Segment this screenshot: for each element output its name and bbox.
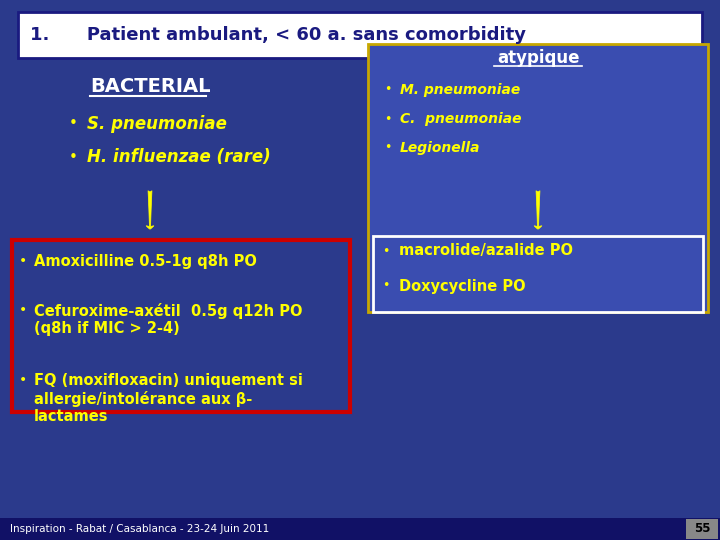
Text: •: • [68, 150, 78, 165]
Text: •: • [384, 112, 392, 125]
Text: macrolide/azalide PO: macrolide/azalide PO [399, 244, 573, 259]
FancyBboxPatch shape [686, 519, 718, 539]
Text: •: • [382, 245, 390, 258]
Text: Doxycycline PO: Doxycycline PO [399, 279, 526, 294]
Text: •: • [68, 117, 78, 132]
Text: BACTERIAL: BACTERIAL [90, 78, 210, 97]
Text: •: • [384, 141, 392, 154]
Text: Inspiration - Rabat / Casablanca - 23-24 Juin 2011: Inspiration - Rabat / Casablanca - 23-24… [10, 524, 269, 534]
FancyBboxPatch shape [18, 12, 702, 58]
Text: Legionella: Legionella [400, 141, 480, 155]
Text: H. influenzae (rare): H. influenzae (rare) [87, 148, 271, 166]
Text: •: • [19, 254, 27, 268]
FancyBboxPatch shape [12, 240, 350, 412]
Text: S. pneumoniae: S. pneumoniae [87, 115, 227, 133]
Text: FQ (moxifloxacin) uniquement si
allergie/intolérance aux β-
lactames: FQ (moxifloxacin) uniquement si allergie… [34, 373, 303, 424]
Text: •: • [384, 84, 392, 97]
Text: •: • [19, 373, 27, 387]
Text: C.  pneumoniae: C. pneumoniae [400, 112, 521, 126]
FancyBboxPatch shape [368, 44, 708, 312]
Text: atypique: atypique [497, 49, 580, 67]
Text: 55: 55 [694, 523, 710, 536]
FancyBboxPatch shape [373, 236, 703, 312]
Text: Amoxicilline 0.5-1g q8h PO: Amoxicilline 0.5-1g q8h PO [34, 254, 257, 269]
Text: M. pneumoniae: M. pneumoniae [400, 83, 521, 97]
FancyBboxPatch shape [0, 518, 720, 540]
Text: 1.      Patient ambulant, < 60 a. sans comorbidity: 1. Patient ambulant, < 60 a. sans comorb… [30, 26, 526, 44]
Text: Cefuroxime-axétil  0.5g q12h PO
(q8h if MIC > 2-4): Cefuroxime-axétil 0.5g q12h PO (q8h if M… [34, 303, 302, 336]
Text: •: • [19, 303, 27, 317]
Text: •: • [382, 280, 390, 293]
